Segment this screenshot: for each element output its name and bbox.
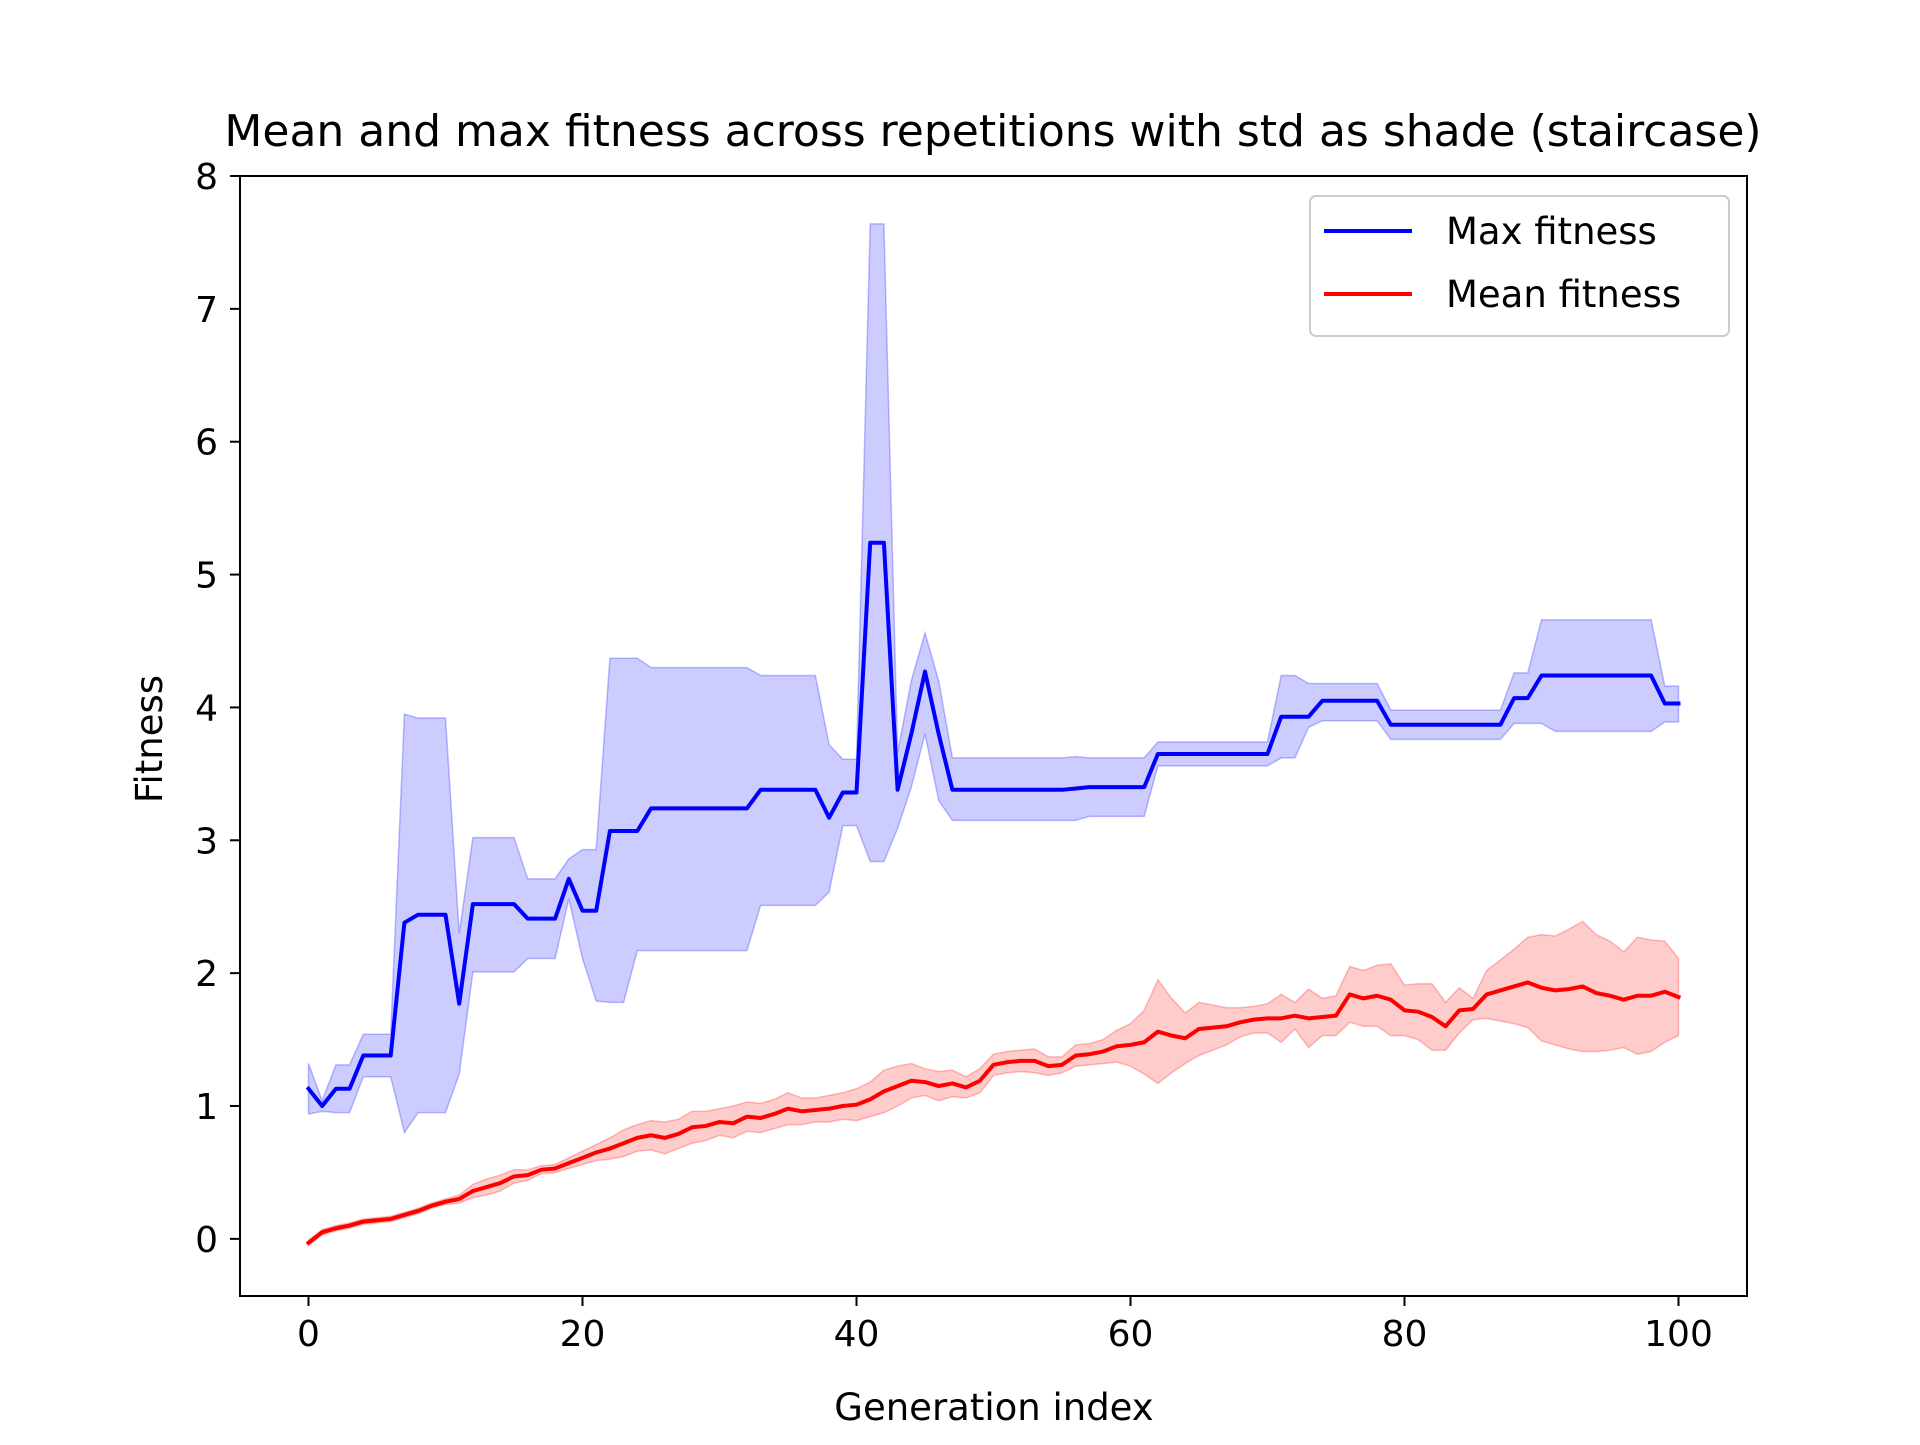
x-axis: 0 20 40 60 80 100 <box>297 1296 1713 1355</box>
std-shade-max-fitness <box>307 223 1680 1135</box>
legend: Max fitness Mean fitness <box>1309 195 1730 337</box>
series-line-layer <box>305 540 1682 1246</box>
legend-label-mean-fitness: Mean fitness <box>1446 273 1681 316</box>
x-tick-label: 60 <box>1108 1314 1154 1355</box>
y-tick-label: 4 <box>195 688 218 729</box>
x-axis-label: Generation index <box>834 1386 1153 1429</box>
legend-label-max-fitness: Max fitness <box>1446 210 1657 253</box>
y-tick-label: 8 <box>195 157 218 198</box>
y-tick-label: 3 <box>195 821 218 862</box>
y-axis: 0 1 2 3 4 5 6 7 8 <box>195 157 240 1261</box>
y-tick-label: 2 <box>195 954 218 995</box>
series-line-max-fitness <box>305 540 1681 1109</box>
y-tick-label: 5 <box>195 556 218 597</box>
y-axis-label: Fitness <box>128 675 171 803</box>
x-tick-label: 20 <box>560 1314 606 1355</box>
x-tick-label: 40 <box>834 1314 880 1355</box>
legend-box <box>1309 195 1730 337</box>
plot-frame <box>239 175 1748 1297</box>
y-tick-label: 6 <box>195 423 218 464</box>
x-tick-label: 80 <box>1382 1314 1428 1355</box>
y-tick-label: 7 <box>195 290 218 331</box>
chart-title: Mean and max fitness across repetitions … <box>224 106 1761 157</box>
x-tick-label: 100 <box>1644 1314 1713 1355</box>
std-shade-layer <box>307 223 1680 1248</box>
x-tick-label: 0 <box>297 1314 320 1355</box>
y-tick-label: 0 <box>195 1220 218 1261</box>
series-line-mean-fitness <box>305 980 1682 1246</box>
y-tick-label: 1 <box>195 1087 218 1128</box>
std-shade-mean-fitness <box>307 920 1680 1248</box>
